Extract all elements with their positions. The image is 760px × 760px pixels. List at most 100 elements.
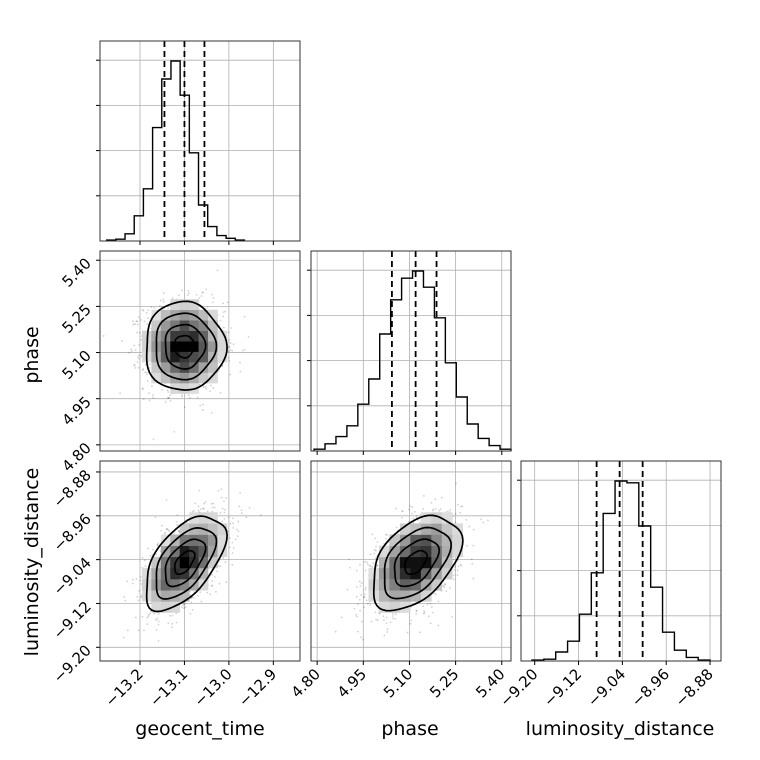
sample-point: [472, 577, 475, 580]
sample-point: [415, 609, 418, 612]
sample-point: [360, 594, 363, 596]
sample-point: [374, 537, 377, 540]
sample-point: [137, 629, 140, 632]
sample-point: [141, 388, 144, 391]
sample-point: [446, 510, 448, 513]
sample-point: [346, 588, 349, 591]
sample-point: [219, 319, 222, 322]
density-cell: [441, 512, 453, 524]
sample-point: [449, 508, 452, 511]
sample-point: [409, 505, 412, 507]
sample-point: [150, 306, 153, 308]
density-cell: [160, 601, 171, 613]
sample-point: [212, 502, 215, 505]
x-tick-label: 5.10: [380, 665, 416, 701]
sample-point: [198, 489, 201, 492]
density-cell: [151, 556, 162, 569]
y-axis-label-luminosity-distance: luminosity_distance: [21, 468, 43, 657]
x-tick-label: −13.2: [102, 665, 147, 710]
sample-point: [135, 320, 138, 323]
density-cell: [170, 351, 181, 363]
density-cell: [217, 351, 228, 363]
sample-point: [194, 502, 197, 505]
sample-point: [422, 494, 425, 497]
sample-point: [136, 323, 139, 326]
density-cell: [208, 523, 218, 535]
sample-point: [470, 558, 473, 561]
sample-point: [140, 338, 143, 341]
density-cell: [431, 545, 443, 558]
sample-point: [359, 563, 361, 566]
density-cell: [151, 320, 162, 331]
sample-point: [119, 392, 122, 394]
sample-point: [226, 301, 229, 304]
sample-point: [379, 612, 381, 615]
sample-point: [217, 489, 220, 492]
y-tick-label: −8.96: [50, 510, 95, 555]
sample-point: [216, 269, 219, 272]
sample-point: [395, 613, 397, 616]
x-tick-label: −8.88: [672, 665, 717, 710]
density-cell: [420, 556, 432, 569]
sample-point: [178, 530, 181, 533]
sample-point: [177, 294, 180, 297]
sample-point: [434, 593, 437, 596]
density-cell: [189, 351, 199, 363]
sample-point: [386, 628, 389, 631]
sample-point: [371, 533, 374, 536]
sample-point: [122, 636, 125, 639]
density-cell: [389, 579, 401, 591]
x-tick-label: −13.1: [146, 665, 191, 710]
density-cell: [151, 309, 162, 321]
density-cell: [189, 534, 199, 546]
sample-point: [375, 618, 377, 621]
density-cell: [208, 372, 218, 384]
density-cell: [208, 534, 218, 546]
sample-point: [376, 564, 379, 567]
sample-point: [433, 592, 436, 595]
density-cell: [208, 545, 218, 558]
sample-point: [236, 535, 239, 538]
sample-point: [144, 371, 147, 374]
sample-point: [223, 500, 225, 503]
sample-point: [452, 574, 455, 577]
sample-point: [443, 586, 445, 589]
sample-point: [385, 622, 388, 625]
sample-point: [400, 510, 403, 512]
sample-point: [365, 599, 368, 602]
density-cell: [179, 523, 190, 535]
density-cell: [399, 579, 411, 591]
sample-point: [364, 560, 366, 563]
sample-point: [370, 620, 373, 623]
density-cell: [420, 545, 432, 558]
sample-point: [369, 553, 372, 556]
sample-point: [459, 505, 462, 508]
density-cell: [399, 534, 411, 546]
sample-point: [173, 430, 176, 433]
sample-point: [134, 323, 137, 325]
sample-point: [227, 331, 230, 334]
sample-point: [155, 628, 158, 631]
sample-point: [184, 602, 187, 605]
y-tick-label: 5.40: [58, 254, 94, 290]
sample-point: [167, 622, 170, 625]
sample-point: [432, 611, 434, 614]
sample-point: [205, 288, 208, 291]
density-cell: [198, 534, 209, 546]
sample-point: [210, 574, 213, 576]
sample-point: [426, 603, 429, 606]
sample-point: [166, 528, 168, 531]
sample-point: [181, 606, 183, 609]
sample-point: [148, 392, 151, 395]
density-cell: [208, 556, 218, 569]
sample-point: [223, 517, 226, 520]
sample-point: [188, 292, 190, 294]
density-cell: [170, 579, 181, 591]
sample-point: [231, 349, 234, 352]
sample-point: [439, 508, 442, 511]
density-cell: [198, 309, 209, 321]
sample-point: [452, 558, 455, 561]
sample-point: [130, 348, 132, 351]
density-cell: [431, 512, 443, 524]
sample-point: [132, 578, 134, 581]
